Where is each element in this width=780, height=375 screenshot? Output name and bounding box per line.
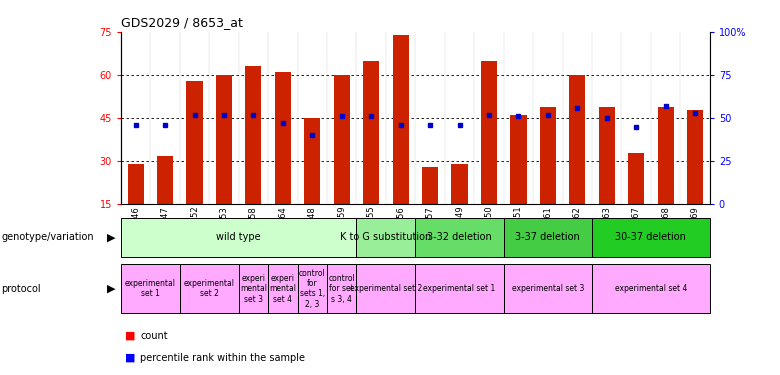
Text: experimental set 3: experimental set 3 bbox=[512, 284, 584, 293]
Bar bbox=[127, 164, 144, 204]
Bar bbox=[275, 72, 291, 204]
Bar bbox=[628, 153, 644, 204]
Bar bbox=[186, 81, 203, 204]
Text: protocol: protocol bbox=[2, 284, 41, 294]
Text: 30-37 deletion: 30-37 deletion bbox=[615, 232, 686, 242]
Bar bbox=[121, 264, 180, 313]
Text: experimental set 2: experimental set 2 bbox=[349, 284, 422, 293]
Bar bbox=[592, 217, 710, 257]
Text: experimental
set 2: experimental set 2 bbox=[184, 279, 235, 298]
Text: GDS2029 / 8653_at: GDS2029 / 8653_at bbox=[121, 16, 243, 29]
Bar bbox=[356, 217, 415, 257]
Text: ▶: ▶ bbox=[108, 284, 115, 294]
Text: 3-37 deletion: 3-37 deletion bbox=[516, 232, 580, 242]
Bar bbox=[121, 217, 356, 257]
Bar bbox=[327, 264, 356, 313]
Bar bbox=[268, 264, 298, 313]
Text: percentile rank within the sample: percentile rank within the sample bbox=[140, 353, 306, 363]
Text: genotype/variation: genotype/variation bbox=[2, 232, 94, 242]
Text: wild type: wild type bbox=[216, 232, 261, 242]
Bar bbox=[658, 106, 674, 204]
Bar bbox=[415, 217, 504, 257]
Bar bbox=[392, 35, 409, 204]
Bar bbox=[687, 110, 704, 204]
Text: experimental
set 1: experimental set 1 bbox=[125, 279, 176, 298]
Bar bbox=[540, 106, 556, 204]
Text: ■: ■ bbox=[125, 331, 135, 340]
Bar bbox=[157, 156, 173, 204]
Bar bbox=[415, 264, 504, 313]
Bar bbox=[598, 106, 615, 204]
Bar bbox=[245, 66, 261, 204]
Bar bbox=[356, 264, 415, 313]
Text: experimental set 1: experimental set 1 bbox=[424, 284, 495, 293]
Text: ▶: ▶ bbox=[108, 232, 115, 242]
Text: ■: ■ bbox=[125, 353, 135, 363]
Text: experi
mental
set 3: experi mental set 3 bbox=[240, 274, 267, 304]
Bar bbox=[452, 164, 468, 204]
Text: control
for set
s 3, 4: control for set s 3, 4 bbox=[328, 274, 355, 304]
Text: K to G substitution: K to G substitution bbox=[340, 232, 431, 242]
Bar bbox=[569, 75, 586, 204]
Bar bbox=[504, 264, 592, 313]
Bar bbox=[216, 75, 232, 204]
Bar bbox=[363, 61, 379, 204]
Bar bbox=[334, 75, 350, 204]
Bar bbox=[504, 217, 592, 257]
Bar bbox=[239, 264, 268, 313]
Text: experi
mental
set 4: experi mental set 4 bbox=[269, 274, 296, 304]
Bar bbox=[298, 264, 327, 313]
Text: count: count bbox=[140, 331, 168, 340]
Bar bbox=[304, 118, 321, 204]
Bar bbox=[510, 115, 526, 204]
Bar bbox=[422, 167, 438, 204]
Text: control
for
sets 1,
2, 3: control for sets 1, 2, 3 bbox=[299, 268, 326, 309]
Bar bbox=[180, 264, 239, 313]
Bar bbox=[592, 264, 710, 313]
Bar bbox=[480, 61, 497, 204]
Text: 3-32 deletion: 3-32 deletion bbox=[427, 232, 492, 242]
Text: experimental set 4: experimental set 4 bbox=[615, 284, 687, 293]
